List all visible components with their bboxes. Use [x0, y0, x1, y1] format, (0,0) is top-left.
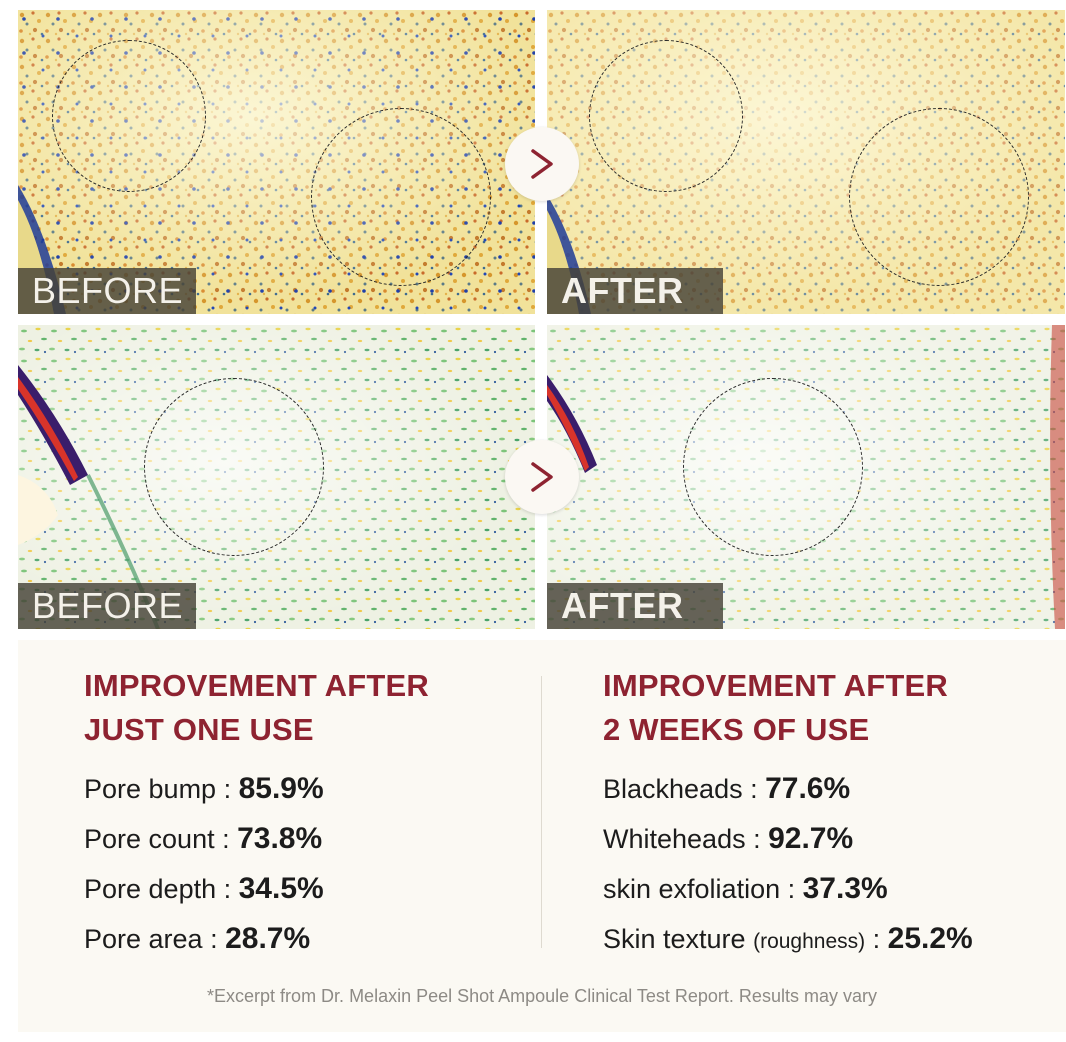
column-divider — [541, 676, 542, 948]
chevron-right-icon — [531, 149, 553, 179]
stat-label: Pore area : — [84, 924, 226, 954]
stat-value: 85.9% — [238, 772, 324, 805]
highlight-circle — [683, 378, 863, 556]
stat-row: Pore area : 28.7% — [84, 914, 429, 964]
stat-row: Pore depth : 34.5% — [84, 864, 429, 914]
stat-value: 73.8% — [237, 822, 323, 855]
stat-row: Pore bump : 85.9% — [84, 764, 429, 814]
stat-row: Skin texture (roughness) : 25.2% — [603, 914, 973, 966]
right-heading: IMPROVEMENT AFTER 2 WEEKS OF USE — [603, 664, 973, 752]
results-section: IMPROVEMENT AFTER JUST ONE USE Pore bump… — [18, 640, 1066, 1032]
stat-value: 77.6% — [765, 772, 851, 805]
stat-value: 92.7% — [768, 822, 854, 855]
right-stats-list: Blackheads : 77.6% Whiteheads : 92.7% sk… — [603, 764, 973, 966]
after-label: AFTER — [547, 268, 723, 314]
right-heading-line2: 2 WEEKS OF USE — [603, 712, 870, 747]
stat-value: 25.2% — [887, 922, 973, 955]
photo-after-bottom: AFTER — [547, 325, 1065, 629]
stat-row: skin exfoliation : 37.3% — [603, 864, 973, 914]
before-label: BEFORE — [18, 268, 196, 314]
after-label: AFTER — [547, 583, 723, 629]
stat-label: Pore count : — [84, 824, 238, 854]
photo-before-top: BEFORE — [18, 10, 535, 314]
left-heading-line1: IMPROVEMENT AFTER — [84, 668, 429, 703]
highlight-circle — [849, 108, 1029, 286]
stat-label: Pore bump : — [84, 774, 239, 804]
left-heading-line2: JUST ONE USE — [84, 712, 314, 747]
stat-value: 37.3% — [802, 872, 888, 905]
right-results-column: IMPROVEMENT AFTER 2 WEEKS OF USE Blackhe… — [603, 664, 973, 966]
stat-label-qualifier: (roughness) — [753, 930, 866, 953]
arrow-icon — [505, 127, 579, 201]
photo-after-top: AFTER — [547, 10, 1065, 314]
stat-label: Skin texture — [603, 924, 754, 954]
highlight-circle — [311, 108, 491, 286]
highlight-circle — [52, 40, 206, 192]
stat-value: 34.5% — [238, 872, 324, 905]
stat-row: Whiteheads : 92.7% — [603, 814, 973, 864]
stat-value: 28.7% — [225, 922, 311, 955]
stat-label-separator: : — [865, 924, 888, 954]
stat-row: Blackheads : 77.6% — [603, 764, 973, 814]
chevron-right-icon — [531, 462, 553, 492]
stat-label: Blackheads : — [603, 774, 766, 804]
photo-before-bottom: BEFORE — [18, 325, 535, 629]
disclaimer-footnote: *Excerpt from Dr. Melaxin Peel Shot Ampo… — [207, 986, 877, 1006]
stat-label: Pore depth : — [84, 874, 239, 904]
highlight-circle — [144, 378, 324, 556]
left-heading: IMPROVEMENT AFTER JUST ONE USE — [84, 664, 429, 752]
stat-label: Whiteheads : — [603, 824, 769, 854]
arrow-icon — [505, 440, 579, 514]
right-heading-line1: IMPROVEMENT AFTER — [603, 668, 948, 703]
stat-label: skin exfoliation : — [603, 874, 803, 904]
stat-row: Pore count : 73.8% — [84, 814, 429, 864]
highlight-circle — [589, 40, 743, 192]
before-label: BEFORE — [18, 583, 196, 629]
left-results-column: IMPROVEMENT AFTER JUST ONE USE Pore bump… — [84, 664, 429, 964]
left-stats-list: Pore bump : 85.9% Pore count : 73.8% Por… — [84, 764, 429, 964]
